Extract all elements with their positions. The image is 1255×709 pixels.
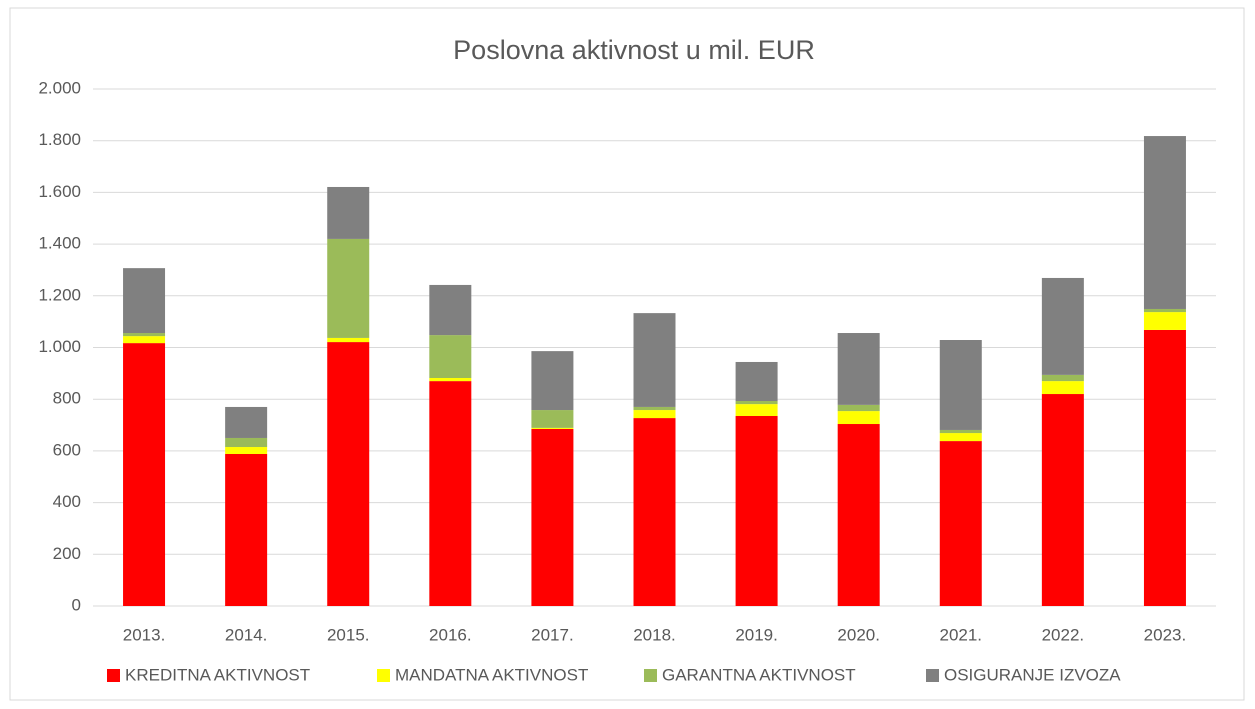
bar-segment [429, 284, 472, 336]
bar-segment [837, 333, 880, 405]
bar-segment [1041, 394, 1084, 606]
bar-segment [633, 410, 676, 419]
legend-label: OSIGURANJE IZVOZA [944, 665, 1121, 684]
y-tick-label: 200 [53, 544, 81, 563]
bar-segment [225, 406, 268, 438]
bar-segment [531, 410, 574, 428]
x-tick-label: 2016. [429, 625, 472, 644]
x-tick-label: 2022. [1042, 625, 1085, 644]
bar-segment [633, 313, 676, 407]
bar-segment [531, 428, 574, 606]
bar-segment [837, 424, 880, 606]
bar-segment [837, 404, 880, 412]
bar-segment [327, 238, 370, 338]
legend-swatch [926, 669, 939, 682]
bar-segment [225, 454, 268, 606]
x-tick-label: 2019. [735, 625, 778, 644]
y-tick-label: 1.000 [38, 337, 81, 356]
legend-swatch [377, 669, 390, 682]
bar-segment [225, 447, 268, 455]
legend-label: KREDITNA AKTIVNOST [125, 665, 310, 684]
bar-segment [1143, 136, 1186, 309]
bar-segment [327, 342, 370, 606]
bar-segment [735, 401, 778, 405]
legend-label: MANDATNA AKTIVNOST [395, 665, 588, 684]
x-tick-label: 2014. [225, 625, 268, 644]
y-tick-label: 1.400 [38, 234, 81, 253]
bar-segment [1143, 329, 1186, 606]
bar-segment [531, 427, 574, 429]
bar-segment [735, 404, 778, 417]
bar-segment [735, 416, 778, 606]
bar-segment [939, 433, 982, 442]
y-tick-label: 1.600 [38, 182, 81, 201]
bar-segment [123, 333, 166, 337]
bar-segment [939, 340, 982, 430]
y-tick-label: 1.800 [38, 130, 81, 149]
bar-segment [531, 351, 574, 411]
bar-segment [327, 337, 370, 343]
bar-segment [735, 361, 778, 402]
x-tick-label: 2013. [123, 625, 166, 644]
y-tick-label: 600 [53, 440, 81, 459]
y-tick-label: 1.200 [38, 285, 81, 304]
chart-border [9, 7, 1245, 701]
legend-swatch [107, 669, 120, 682]
bar-segment [1143, 308, 1186, 313]
bar-segment [327, 186, 370, 239]
bar-segment [225, 437, 268, 448]
x-tick-label: 2017. [531, 625, 574, 644]
bar-segment [1143, 312, 1186, 330]
bar-segment [939, 429, 982, 434]
bar-segment [1041, 277, 1084, 375]
bar-segment [429, 335, 472, 379]
bar-segment [633, 406, 676, 411]
y-tick-label: 800 [53, 389, 81, 408]
bar-segment [123, 268, 166, 334]
x-tick-label: 2023. [1144, 625, 1187, 644]
x-tick-label: 2021. [939, 625, 982, 644]
bar-segment [837, 411, 880, 425]
bar-segment [939, 441, 982, 606]
x-tick-label: 2020. [837, 625, 880, 644]
bar-segment [123, 336, 166, 344]
y-tick-label: 2.000 [38, 78, 81, 97]
x-tick-label: 2018. [633, 625, 676, 644]
bar-segment [633, 418, 676, 606]
bar-segment [429, 378, 472, 382]
chart-title: Poslovna aktivnost u mil. EUR [453, 35, 815, 65]
bar-segment [1041, 374, 1084, 382]
y-tick-label: 0 [72, 595, 81, 614]
x-tick-label: 2015. [327, 625, 370, 644]
y-tick-label: 400 [53, 492, 81, 511]
bar-segment [123, 343, 166, 606]
legend-label: GARANTNA AKTIVNOST [662, 665, 856, 684]
bar-segment [1041, 381, 1084, 395]
legend-swatch [644, 669, 657, 682]
bar-segment [429, 381, 472, 606]
